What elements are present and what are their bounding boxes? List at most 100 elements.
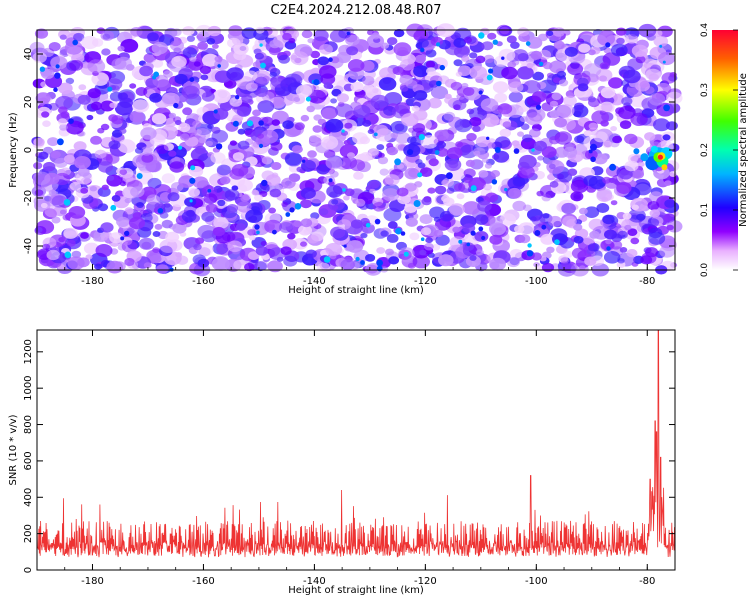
heatmap-cell (101, 235, 108, 241)
heatmap-cell (617, 230, 628, 239)
heatmap-spot (53, 87, 58, 92)
heatmap-cell (156, 264, 169, 274)
heatmap-cell (77, 94, 91, 105)
heatmap-cell (507, 187, 522, 199)
heatmap-cell (201, 211, 215, 222)
heatmap-hotspot (640, 153, 649, 162)
heatmap-cell (111, 195, 121, 202)
heatmap-cell (269, 71, 277, 78)
heatmap-cell (60, 111, 70, 119)
heatmap-cell (664, 199, 676, 208)
heatmap-cell (554, 117, 568, 128)
heatmap-cell (509, 248, 523, 259)
snr-y-tick-label: 600 (23, 451, 34, 470)
heatmap-cell (271, 119, 280, 126)
heatmap-cell (549, 100, 559, 108)
heatmap-cell (558, 79, 569, 87)
heatmap-cell (425, 237, 433, 244)
heatmap-cell (376, 247, 386, 254)
heatmap-spot (590, 156, 596, 163)
heatmap-cell (465, 159, 475, 167)
heatmap-cell (254, 194, 263, 202)
heatmap-cell (591, 110, 610, 124)
heatmap-spot (420, 237, 425, 241)
heatmap-cell (232, 152, 245, 161)
heatmap-cell (155, 144, 169, 155)
heatmap-cell (41, 111, 50, 118)
snr-series-line (36, 329, 676, 558)
heatmap-cell (508, 81, 524, 93)
heatmap-cell (249, 235, 256, 241)
heatmap-spot (373, 132, 378, 137)
heatmap-spot (395, 227, 402, 235)
heatmap-cell (316, 164, 330, 175)
snr-x-tick-label: -100 (525, 576, 548, 587)
heatmap-spot (609, 163, 617, 171)
heatmap-cell (546, 30, 554, 37)
heatmap-cell (520, 123, 530, 130)
heatmap-cell (359, 136, 370, 145)
heatmap-cell (94, 149, 107, 159)
heatmap-hotspot (633, 148, 640, 155)
heatmap-cell (385, 248, 394, 256)
snr-panel: -180 -160 -140 -120 -100 -80 0 200 400 600 800 100… (8, 329, 676, 596)
heatmap-cell (400, 59, 415, 71)
heatmap-cell (602, 176, 612, 184)
heatmap-spot (343, 244, 347, 248)
heatmap-cell (167, 192, 180, 202)
heatmap-cell (65, 77, 75, 85)
heatmap-cell (151, 113, 167, 125)
colorbar-tick-label: 0.0 (700, 263, 710, 278)
figure-title: C2E4.2024.212.08.48.R07 (270, 3, 441, 18)
heatmap-cell (413, 65, 429, 78)
heatmap-cell (453, 59, 463, 67)
heatmap-cell (461, 55, 470, 61)
heatmap-cell (608, 77, 623, 89)
heatmap-cell (319, 44, 333, 55)
heatmap-cell (525, 112, 543, 126)
heatmap-cell (579, 207, 588, 215)
heatmap-spot (394, 158, 401, 166)
heatmap-cell (510, 41, 520, 49)
heatmap-cell (506, 35, 517, 44)
heatmap-cell (63, 154, 75, 164)
heatmap-cell (365, 254, 376, 262)
heatmap-cell (529, 216, 537, 222)
snr-x-tick-label: -80 (639, 576, 655, 587)
heatmap-cell (428, 80, 439, 88)
heatmap-cell (95, 244, 113, 257)
snr-y-tick-label: 0 (23, 567, 34, 573)
heatmap-cell (300, 199, 312, 209)
heatmap-spot (232, 120, 239, 127)
heatmap-cell (257, 100, 275, 113)
heatmap-cell (178, 122, 191, 133)
heatmap-spot (254, 224, 260, 230)
heatmap-cell (549, 181, 559, 188)
colorbar-tick-label: 0.2 (700, 143, 710, 157)
heatmap-cell (596, 189, 613, 202)
heatmap-cell (73, 141, 87, 152)
heatmap-cell (186, 35, 195, 42)
heatmap-cell (63, 227, 78, 239)
colorbar-label: Normalized spectral amplitude (738, 73, 749, 227)
heatmap-cell (129, 111, 144, 123)
heatmap-cell (571, 247, 587, 259)
heatmap-cell (473, 147, 486, 158)
heatmap-cell (317, 56, 330, 66)
heatmap-cell (574, 135, 585, 144)
heatmap-cell (278, 222, 294, 233)
heatmap-cell (540, 233, 555, 245)
heatmap-cell (462, 242, 475, 252)
heatmap-cell (336, 93, 349, 103)
heatmap-cell (236, 201, 252, 213)
heatmap-cell (659, 245, 675, 258)
heatmap-cell (306, 105, 316, 113)
heatmap-cell (48, 42, 61, 52)
heatmap-cell (430, 85, 449, 100)
heatmap-spot (486, 74, 493, 81)
heatmap-spot (313, 79, 320, 86)
heatmap-cell (463, 87, 475, 96)
heatmap-cell (182, 107, 193, 116)
colorbar-tick-label: 0.1 (700, 203, 710, 217)
heatmap-cell (68, 206, 86, 219)
